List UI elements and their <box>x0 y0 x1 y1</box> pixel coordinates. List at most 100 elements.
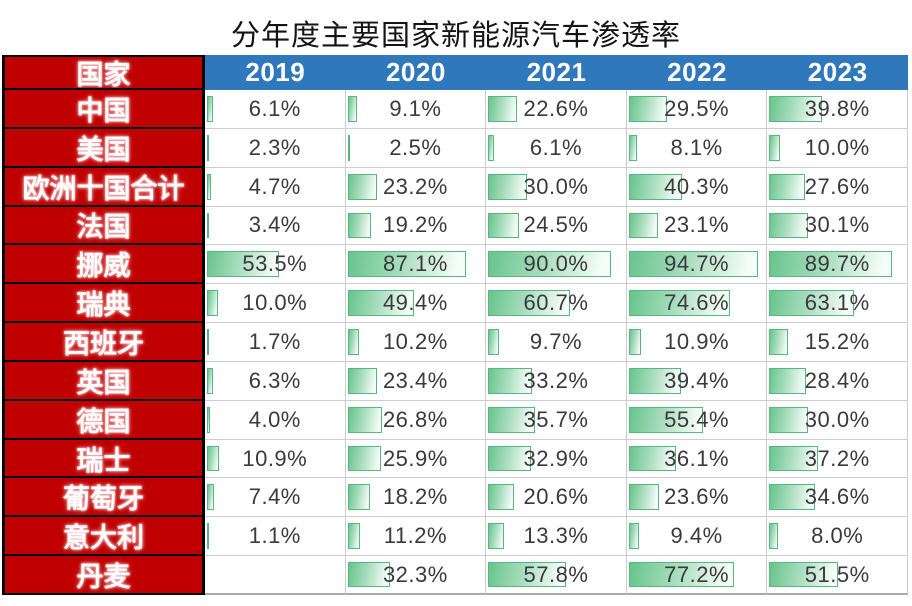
value-label: 9.4% <box>670 523 723 549</box>
data-bar <box>347 329 359 355</box>
data-bar <box>488 212 520 239</box>
data-bar <box>628 134 638 161</box>
value-label: 4.7% <box>248 173 301 199</box>
value-label: 53.5% <box>242 251 308 277</box>
value-cell: 8.1% <box>626 128 768 168</box>
value-cell: 55.4% <box>626 400 768 440</box>
data-bar <box>207 212 209 239</box>
data-bar <box>207 406 210 433</box>
value-cell: 13.3% <box>486 517 627 557</box>
data-bar <box>488 290 570 317</box>
data-bar <box>347 173 377 200</box>
value-cell: 32.9% <box>486 439 627 479</box>
value-cell: 3.4% <box>205 206 346 246</box>
value-cell: 23.2% <box>345 167 487 207</box>
value-label: 13.3% <box>523 523 589 549</box>
data-bar <box>769 523 778 550</box>
value-label: 1.1% <box>248 523 301 549</box>
value-label: 23.4% <box>382 367 448 393</box>
value-label: 8.0% <box>811 523 864 549</box>
value-cell: 4.7% <box>205 167 346 207</box>
data-bar <box>769 562 839 587</box>
data-bar <box>488 484 514 511</box>
value-cell: 23.6% <box>626 478 768 518</box>
value-cell: 39.4% <box>626 361 768 401</box>
country-cell: 瑞典 <box>2 284 205 324</box>
value-cell: 7.4% <box>205 478 346 518</box>
value-label: 3.4% <box>248 212 301 238</box>
data-bar <box>769 367 807 394</box>
data-bar <box>347 134 350 161</box>
value-label: 27.6% <box>804 173 870 199</box>
country-cell: 法国 <box>2 206 205 246</box>
year-header-2020: 2020 <box>345 55 487 90</box>
value-cell: 36.1% <box>626 439 768 479</box>
data-bar <box>207 134 209 161</box>
value-label: 20.6% <box>523 484 589 510</box>
value-label: 9.1% <box>389 95 442 121</box>
value-label: 19.2% <box>382 212 448 238</box>
value-cell: 60.7% <box>486 284 627 324</box>
country-cell: 挪威 <box>2 245 205 285</box>
year-header-2023: 2023 <box>767 55 908 90</box>
data-bar <box>488 562 566 587</box>
value-cell: 23.1% <box>626 206 768 246</box>
data-bar <box>769 484 815 511</box>
value-cell: 1.7% <box>205 323 346 362</box>
country-cell: 瑞士 <box>2 439 205 479</box>
data-bar <box>207 290 218 317</box>
data-bar <box>347 212 372 239</box>
value-cell: 10.0% <box>205 284 346 324</box>
value-label: 37.2% <box>804 445 870 471</box>
value-label: 7.4% <box>248 484 301 510</box>
value-label: 32.9% <box>523 445 589 471</box>
value-cell: 10.9% <box>205 439 346 479</box>
value-label: 49.4% <box>382 290 448 316</box>
value-cell: 40.3% <box>626 167 768 207</box>
value-cell: 37.2% <box>767 439 908 479</box>
value-cell <box>205 556 346 595</box>
value-cell: 20.6% <box>486 478 627 518</box>
data-bar <box>488 445 532 472</box>
data-bar <box>628 212 659 239</box>
value-label: 18.2% <box>382 484 448 510</box>
value-label: 23.1% <box>664 212 730 238</box>
data-bar <box>769 173 805 200</box>
value-cell: 23.4% <box>345 361 487 401</box>
data-bar <box>769 134 781 161</box>
data-bar <box>769 212 809 239</box>
value-cell: 26.8% <box>345 400 487 440</box>
data-bar <box>488 523 504 550</box>
data-bar <box>207 445 220 472</box>
value-label: 6.1% <box>529 134 583 160</box>
value-label: 4.0% <box>248 406 301 432</box>
data-bar <box>347 367 378 394</box>
value-cell: 30.1% <box>767 206 908 246</box>
value-label: 34.6% <box>804 484 870 510</box>
chart-title: 分年度主要国家新能源汽车渗透率 <box>230 18 681 52</box>
value-label: 9.7% <box>529 328 583 354</box>
value-cell: 10.0% <box>767 128 908 168</box>
value-label: 11.2% <box>383 523 448 549</box>
value-cell: 63.1% <box>767 284 908 324</box>
value-label: 1.7% <box>248 328 301 354</box>
value-cell: 9.4% <box>626 517 768 557</box>
value-cell: 39.8% <box>767 90 908 129</box>
data-bar <box>207 329 209 355</box>
value-cell: 25.9% <box>345 439 487 479</box>
data-bar <box>347 251 467 278</box>
value-cell: 30.0% <box>767 400 908 440</box>
value-cell: 4.0% <box>205 400 346 440</box>
data-bar <box>769 96 822 122</box>
data-bar <box>769 251 892 278</box>
data-bar <box>488 329 499 355</box>
value-label: 77.2% <box>664 561 730 587</box>
value-cell: 28.4% <box>767 361 908 401</box>
value-cell: 2.5% <box>345 128 487 168</box>
country-cell: 英国 <box>2 361 205 401</box>
value-cell: 9.7% <box>486 323 627 362</box>
data-bar <box>628 251 758 278</box>
value-label: 23.6% <box>664 484 730 510</box>
value-label: 29.5% <box>664 95 730 121</box>
